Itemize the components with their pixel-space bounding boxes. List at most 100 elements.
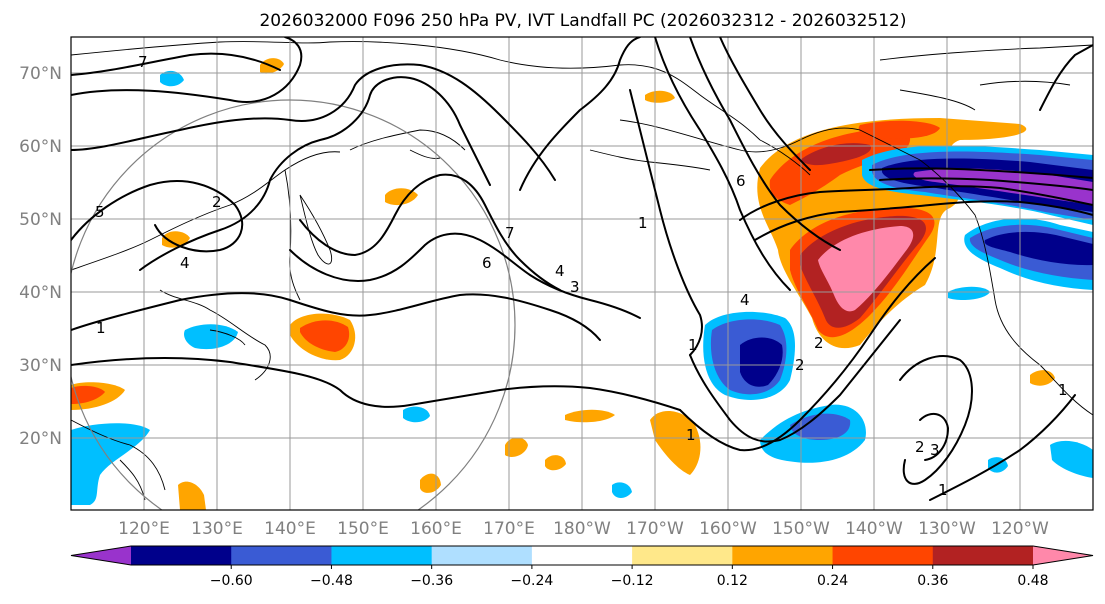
colorbar-segment: [431, 546, 533, 565]
lat-label: 20°N: [19, 429, 62, 449]
positive-anomaly-region: [300, 320, 350, 352]
negative-anomaly-region: [984, 231, 1093, 266]
pv-contour: [71, 357, 681, 411]
range-circle: [71, 99, 516, 510]
colorbar-tick-label: −0.24: [510, 573, 553, 589]
contour-label: 7: [505, 224, 515, 242]
colorbar-outline: [70, 545, 1094, 566]
contour-labels: 7 7 6 6 5 4 4 4 3 3 2 2 2 2 1 1 1 1 1 1: [95, 53, 1068, 499]
contour-label: 6: [736, 172, 746, 190]
contour-label: 7: [138, 53, 148, 71]
pv-contour: [71, 52, 281, 76]
colorbar-tick-label: 0.12: [717, 573, 748, 589]
colorbar-extend-max: [1033, 546, 1093, 565]
pv-contour: [689, 37, 841, 251]
contour-label: 4: [180, 254, 190, 272]
pv-contour: [679, 257, 936, 452]
pv-contour: [754, 200, 1093, 241]
positive-anomaly-region: [565, 409, 615, 423]
lon-label: 130°W: [918, 519, 976, 539]
negative-anomaly-region: [612, 482, 632, 498]
map-frame: [70, 36, 1094, 511]
lon-label: 160°E: [410, 519, 462, 539]
pv-contour: [739, 185, 1093, 221]
lat-label: 70°N: [19, 64, 62, 84]
coastline: [589, 149, 711, 171]
colorbar-ticks: −0.60 −0.48 −0.36 −0.24 −0.12 0.12 0.24 0.36 0.4…: [210, 565, 1049, 589]
coastline: [879, 44, 1093, 111]
negative-anomaly-region: [160, 70, 184, 87]
pv-contour: [879, 177, 1093, 191]
contour-label: 2: [915, 438, 925, 456]
contour-label: 6: [482, 254, 492, 272]
colorbar-segment: [231, 546, 332, 565]
contour-label: 4: [555, 262, 565, 280]
lon-label: 120°E: [118, 519, 170, 539]
positive-anomaly-region: [769, 128, 911, 205]
contour-label: 2: [814, 334, 824, 352]
colorbar-segment: [732, 546, 834, 565]
positive-anomaly-region: [178, 481, 206, 510]
colorbar-tick-label: 0.48: [1017, 573, 1048, 589]
contour-label: 1: [96, 319, 106, 337]
negative-anomaly-region: [740, 337, 783, 387]
lon-label: 120°W: [991, 519, 1049, 539]
pv-contour: [299, 173, 561, 291]
contour-label: 2: [795, 356, 805, 374]
pv-contour: [71, 292, 601, 341]
negative-anomaly-region: [403, 406, 430, 423]
coastline: [299, 194, 333, 265]
pv-contour: [899, 355, 973, 485]
contour-label: 1: [638, 214, 648, 232]
contour-label: 5: [95, 203, 105, 221]
colorbar-segment: [331, 546, 433, 565]
coastline: [619, 119, 1093, 416]
pv-contour: [689, 319, 901, 443]
negative-anomaly-region: [71, 423, 150, 505]
colorbar-segment: [932, 546, 1034, 565]
lon-label: 160°W: [699, 519, 757, 539]
pv-contour: [139, 76, 491, 271]
colorbar-segments: [70, 545, 1094, 566]
pv-contour: [519, 37, 641, 191]
negative-anomaly-region: [790, 413, 851, 440]
contour-label: 1: [686, 426, 696, 444]
positive-anomaly-region: [818, 226, 914, 312]
figure-title: 2026032000 F096 250 hPa PV, IVT Landfall…: [259, 11, 906, 31]
positive-anomaly-region: [505, 437, 528, 457]
lat-label: 60°N: [19, 137, 62, 157]
lat-label: 50°N: [19, 210, 62, 230]
contour-label: 3: [930, 441, 940, 459]
negative-anomaly-region: [948, 286, 990, 300]
colorbar-segment: [131, 546, 232, 565]
colorbar-tick-label: −0.48: [310, 573, 353, 589]
contour-label: 1: [938, 481, 948, 499]
negative-anomaly-region: [184, 324, 238, 350]
pv-contour: [929, 394, 1076, 501]
colorbar-tick-label: 0.36: [917, 573, 948, 589]
graticule: [71, 37, 1093, 510]
pv-contour: [289, 232, 641, 319]
pv-contours: [71, 37, 1093, 501]
pv-contour: [654, 37, 791, 291]
coastline: [159, 289, 271, 381]
lon-label: 140°E: [264, 519, 316, 539]
coastline: [349, 129, 466, 159]
pv-contour: [71, 63, 556, 181]
coastlines: [71, 41, 1093, 501]
positive-anomaly-region: [858, 120, 940, 139]
positive-anomaly-region: [71, 385, 105, 404]
positive-anomaly-region: [650, 410, 701, 475]
lon-label: 170°W: [626, 519, 684, 539]
positive-anomaly-region: [645, 90, 675, 103]
longitude-labels: 120°E 130°E 140°E 150°E 160°E 170°E 180°…: [118, 519, 1049, 539]
lon-label: 130°E: [191, 519, 243, 539]
colorbar-tick-label: 0.24: [817, 573, 848, 589]
colorbar-tick-label: −0.60: [210, 573, 253, 589]
lon-label: 150°E: [337, 519, 389, 539]
colorbar-extend-min: [71, 546, 131, 565]
pv-contour: [71, 37, 303, 103]
lon-label: 140°W: [845, 519, 903, 539]
pv-contour: [919, 412, 949, 461]
